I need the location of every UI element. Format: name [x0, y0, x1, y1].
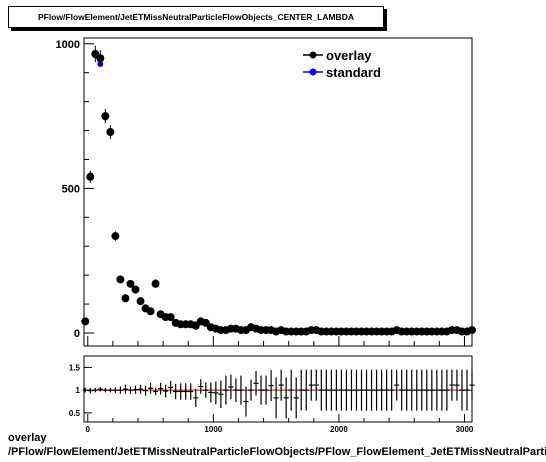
overlay-point [101, 112, 110, 121]
overlay-point [81, 317, 90, 326]
overlay-point [96, 54, 105, 63]
ratio-x-tick-label: 2000 [330, 425, 348, 434]
overlay-point [146, 307, 155, 316]
overlay-point [166, 313, 175, 322]
overlay-point [116, 275, 125, 284]
ratio-x-tick-label: 3000 [456, 425, 474, 434]
main-plot-frame [83, 37, 473, 347]
legend-standard-marker [309, 68, 317, 76]
ratio-data-points [82, 369, 475, 419]
y-tick-label: 0 [74, 328, 80, 340]
ratio-x-tick-label: 1000 [204, 425, 222, 434]
main-axes: 0 500 1000 [56, 39, 465, 346]
plot-title: PFlow/FlowElement/JetETMissNeutralPartic… [8, 6, 384, 28]
legend-standard-label: standard [326, 65, 381, 80]
legend-overlay-label: overlay [326, 48, 372, 63]
overlay-point [121, 294, 130, 303]
overlay-point [106, 127, 115, 136]
ratio-plot-frame [83, 355, 473, 423]
ratio-y-tick-label: 1 [76, 386, 81, 395]
overlay-point [468, 326, 476, 335]
overlay-point [151, 279, 160, 288]
overlay-point [126, 279, 135, 288]
caption-overlay: overlay [8, 432, 47, 444]
ratio-y-tick-label: 1.5 [69, 363, 81, 372]
main-data-points [81, 45, 476, 336]
overlay-point [86, 172, 95, 181]
ratio-x-tick-label: 0 [86, 425, 91, 434]
legend-overlay-marker [309, 51, 317, 59]
overlay-point [111, 232, 120, 241]
legend: overlay standard [303, 48, 381, 80]
overlay-point [131, 285, 140, 294]
overlay-point [136, 297, 145, 306]
y-tick-label: 500 [62, 183, 80, 195]
y-tick-label: 1000 [56, 39, 80, 51]
caption-path: /PFlow/FlowElement/JetETMissNeutralParti… [8, 446, 546, 458]
ratio-y-tick-label: 0.5 [69, 409, 81, 418]
